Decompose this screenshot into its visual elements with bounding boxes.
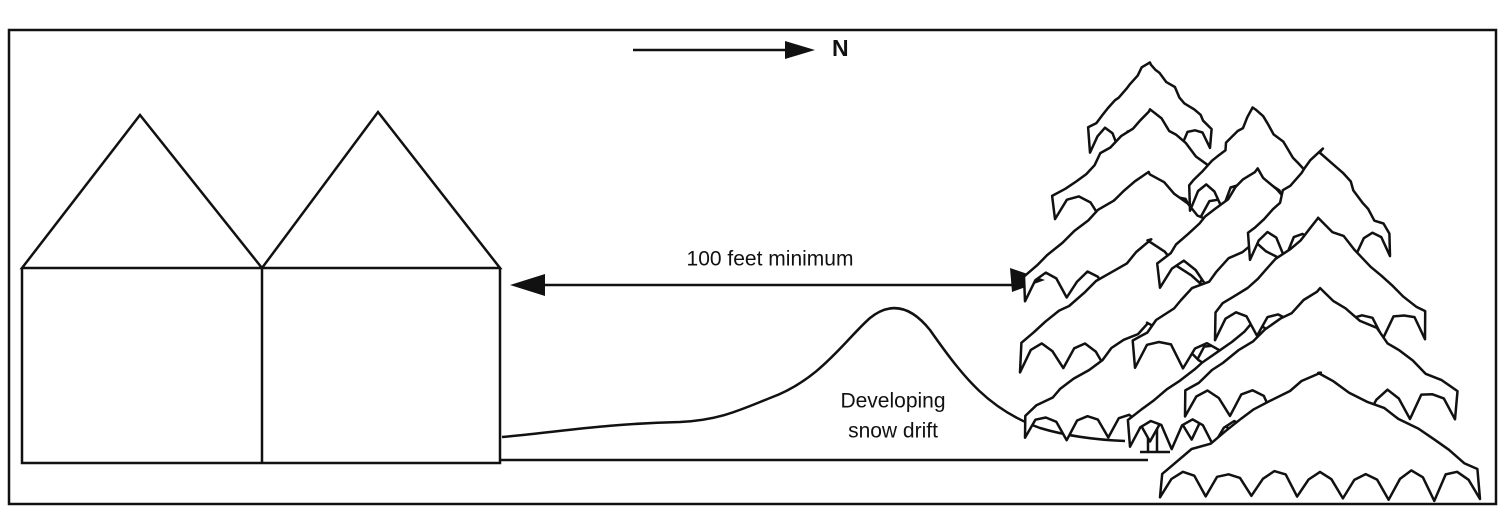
north-arrowhead [785, 41, 815, 59]
tree-tier [1158, 371, 1482, 503]
snow-drift [501, 306, 1126, 443]
trees [1018, 61, 1482, 503]
distance-arrowhead-left [510, 274, 545, 296]
compass-label: N [832, 35, 849, 61]
frame [7, 28, 1498, 506]
snow-drift-label: Developing [840, 390, 945, 413]
houses [19, 109, 503, 465]
distance-label: 100 feet minimum [687, 248, 854, 271]
snow-drift-label: snow drift [848, 420, 938, 443]
